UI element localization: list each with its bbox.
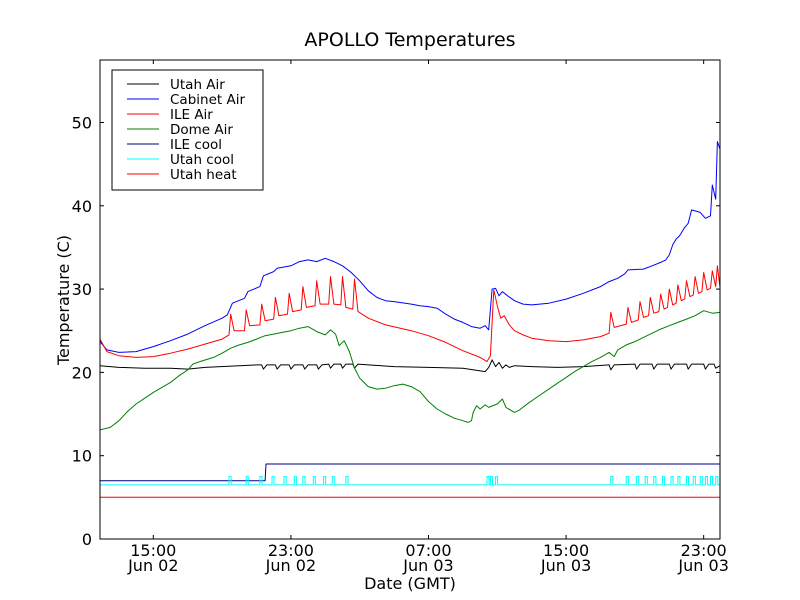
y-tick-label: 10 xyxy=(72,447,92,466)
x-tick-label: Jun 03 xyxy=(677,556,728,575)
plot-area-frame xyxy=(99,59,721,540)
series-line-utah-air xyxy=(100,359,720,373)
series-line-cabinet-air xyxy=(100,141,720,353)
legend-entry: Dome Air xyxy=(170,122,233,138)
x-tick-label: Jun 03 xyxy=(402,556,453,575)
x-tick-label: 15:00 xyxy=(130,541,176,560)
y-tick-label: 50 xyxy=(72,113,92,132)
x-tick-label: Jun 02 xyxy=(265,556,316,575)
legend-entry: ILE cool xyxy=(170,137,222,153)
x-tick-label: Jun 02 xyxy=(127,556,178,575)
legend-entry: Cabinet Air xyxy=(170,92,245,108)
legend-entry: Utah cool xyxy=(170,152,234,168)
y-tick-label: 20 xyxy=(72,363,92,382)
legend-entry: Utah Air xyxy=(170,77,225,93)
x-tick-label: 07:00 xyxy=(405,541,451,560)
legend-entry: ILE Air xyxy=(170,107,213,123)
y-axis-label: Temperature (C) xyxy=(54,235,73,366)
series-line-ile-cool xyxy=(100,463,720,482)
x-tick-label: Jun 03 xyxy=(540,556,591,575)
legend-entry: Utah heat xyxy=(170,167,237,183)
series-line-utah-cool xyxy=(100,476,720,486)
series-line-dome-air xyxy=(100,310,720,431)
series-line-ile-air xyxy=(100,265,720,363)
x-tick-label: 23:00 xyxy=(681,541,727,560)
y-tick-label: 0 xyxy=(82,530,92,549)
x-tick-label: 23:00 xyxy=(268,541,314,560)
y-tick-label: 30 xyxy=(72,280,92,299)
x-tick-label: 15:00 xyxy=(543,541,589,560)
chart-title: APOLLO Temperatures xyxy=(304,29,515,51)
y-tick-label: 40 xyxy=(72,197,92,216)
series-layer xyxy=(100,141,720,498)
legend-frame xyxy=(111,69,264,191)
x-axis-label: Date (GMT) xyxy=(364,574,456,593)
